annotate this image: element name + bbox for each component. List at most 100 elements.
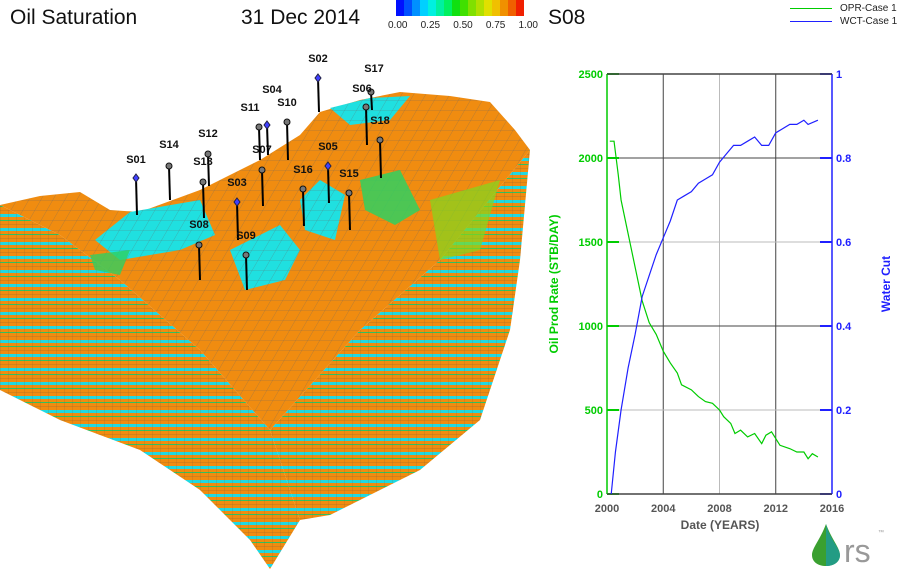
y2-tick-label: 0.6: [836, 237, 851, 249]
producer-marker-icon: [283, 118, 291, 126]
well-label: S14: [159, 139, 179, 151]
legend-item-wct: WCT-Case 1: [790, 15, 897, 28]
well-label: S08: [189, 219, 209, 231]
scale-label: 0.00: [388, 20, 408, 31]
color-swatch: [404, 0, 412, 16]
well-trajectory: [202, 181, 205, 219]
injector-marker-icon: [324, 161, 332, 171]
x-tick-label: 2008: [707, 503, 731, 515]
well-s05[interactable]: S05: [318, 141, 338, 204]
well-s15[interactable]: S15: [339, 168, 359, 231]
swept-zone: [95, 200, 215, 260]
scale-label: 0.75: [485, 20, 506, 31]
y-tick-label: 0: [597, 489, 603, 501]
y-tick-label: 2500: [579, 69, 603, 81]
x-tick-label: 2012: [764, 503, 788, 515]
scale-label: 0.25: [420, 20, 441, 31]
color-swatch: [428, 0, 436, 16]
color-swatch: [484, 0, 492, 16]
well-trajectory: [245, 254, 248, 291]
color-swatch: [452, 0, 460, 16]
well-trajectory: [168, 165, 171, 201]
color-swatch: [476, 0, 484, 16]
well-s09[interactable]: S09: [236, 230, 256, 291]
y-tick-label: 1000: [579, 321, 603, 333]
well-label: S16: [293, 164, 313, 176]
well-s02[interactable]: S02: [308, 53, 328, 113]
well-trajectory: [198, 244, 201, 281]
y2-axis-label: Water Cut: [879, 256, 893, 312]
producer-marker-icon: [376, 136, 384, 144]
well-label: S03: [227, 177, 247, 189]
chart-title-well: S08: [548, 6, 586, 29]
y2-tick-label: 0.8: [836, 153, 851, 165]
well-label: S05: [318, 141, 338, 153]
well-label: S11: [241, 102, 260, 114]
reservoir-3d-view[interactable]: S01S14S12S13S08S03S09S07S11S04S10S02S17S…: [0, 40, 540, 569]
y-tick-label: 500: [585, 405, 603, 417]
well-s18[interactable]: S18: [370, 115, 390, 179]
well-trajectory: [302, 188, 305, 227]
producer-marker-icon: [199, 178, 207, 186]
well-trajectory: [379, 139, 382, 179]
well-s08[interactable]: S08: [189, 219, 209, 281]
well-s03[interactable]: S03: [227, 177, 247, 241]
swept-zone: [300, 180, 345, 240]
well-trajectory: [261, 169, 264, 207]
well-s04[interactable]: S04: [262, 84, 283, 156]
well-s17[interactable]: S17: [364, 63, 384, 111]
well-label: S01: [126, 154, 146, 166]
well-s16[interactable]: S16: [293, 164, 313, 227]
rs-logo: rs ™: [808, 522, 888, 572]
color-swatch: [444, 0, 452, 16]
chart-legend: OPR-Case 1 WCT-Case 1: [790, 2, 897, 28]
producer-marker-icon: [165, 162, 173, 170]
injector-marker-icon: [132, 173, 140, 183]
x-tick-label: 2000: [595, 503, 619, 515]
producer-marker-icon: [299, 185, 307, 193]
color-swatch: [516, 0, 524, 16]
mixed-zone: [430, 180, 500, 260]
well-s10[interactable]: S10: [277, 97, 297, 161]
color-scale-labels: 0.00 0.25 0.50 0.75 1.00: [388, 20, 538, 31]
well-label: S09: [236, 230, 256, 242]
color-scale-bar: [396, 0, 524, 16]
well-s12[interactable]: S12: [198, 128, 218, 187]
well-label: S04: [262, 84, 282, 96]
well-s14[interactable]: S14: [159, 139, 180, 201]
color-swatch: [500, 0, 508, 16]
series-line-opr: [609, 140, 819, 460]
well-s06[interactable]: S06: [352, 83, 372, 146]
injector-marker-icon: [263, 120, 271, 130]
injector-marker-icon: [314, 73, 322, 83]
mixed-zone: [360, 170, 420, 225]
well-trajectory: [236, 201, 239, 241]
y-tick-label: 1500: [579, 237, 603, 249]
y2-tick-label: 0.2: [836, 405, 851, 417]
well-label: S17: [364, 63, 384, 75]
well-s13[interactable]: S13: [193, 156, 213, 219]
y2-tick-label: 0.4: [836, 321, 852, 333]
x-tick-label: 2004: [651, 503, 676, 515]
color-swatch: [492, 0, 500, 16]
y-tick-label: 2000: [579, 153, 603, 165]
production-chart: 2000 2004 2008 2012 2016 0 500 1000 1500 2000 2500…: [547, 69, 893, 532]
well-trajectory: [207, 153, 210, 187]
y2-tick-label: 1: [836, 69, 842, 81]
well-s11[interactable]: S11: [241, 102, 263, 161]
mixed-zone: [90, 250, 130, 275]
well-label: S10: [277, 97, 297, 109]
well-s01[interactable]: S01: [126, 154, 146, 216]
well-trajectory: [365, 106, 368, 146]
producer-marker-icon: [258, 166, 266, 174]
well-label: S13: [193, 156, 213, 168]
timestep-date: 31 Dec 2014: [241, 6, 361, 29]
svg-text:rs: rs: [844, 533, 871, 567]
svg-text:™: ™: [878, 529, 884, 536]
producer-marker-icon: [255, 123, 263, 131]
injector-marker-icon: [233, 197, 241, 207]
color-swatch: [436, 0, 444, 16]
color-swatch: [420, 0, 428, 16]
producer-marker-icon: [195, 241, 203, 249]
y-axis-label: Oil Prod Rate (STB/DAY): [547, 215, 561, 354]
